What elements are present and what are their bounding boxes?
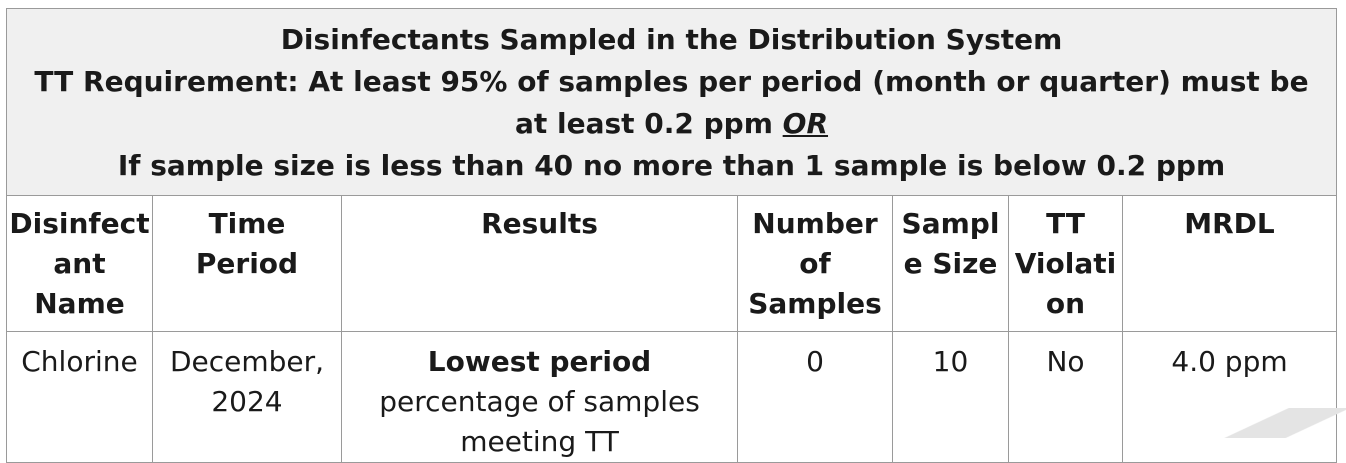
background-stripe: [1206, 408, 1346, 438]
header-mrdl: MRDL: [1123, 196, 1337, 332]
cell-time-period: December, 2024: [153, 332, 342, 463]
header-text: Number: [738, 204, 892, 244]
header-text: of: [738, 244, 892, 284]
header-time-period: Time Period: [153, 196, 342, 332]
results-emphasis: Lowest period: [428, 345, 651, 378]
header-number-of-samples: Number of Samples: [738, 196, 893, 332]
header-text: ant: [7, 244, 152, 284]
cell-text: December,: [153, 342, 341, 382]
header-text: Samples: [738, 284, 892, 324]
cell-results: Lowest period percentage of samples meet…: [342, 332, 738, 463]
table-row: Chlorine December, 2024 Lowest period pe…: [7, 332, 1337, 463]
tt-requirement: TT Requirement: At least 95% of samples …: [15, 61, 1328, 145]
table-title: Disinfectants Sampled in the Distributio…: [15, 19, 1328, 61]
header-results: Results: [342, 196, 738, 332]
banner-row: Disinfectants Sampled in the Distributio…: [7, 9, 1337, 196]
cell-disinfectant-name: Chlorine: [7, 332, 153, 463]
or-text: OR: [783, 107, 828, 140]
cell-sample-size: 10: [893, 332, 1009, 463]
header-text: Violati: [1009, 244, 1122, 284]
sample-size-rule: If sample size is less than 40 no more t…: [15, 145, 1328, 187]
table-banner: Disinfectants Sampled in the Distributio…: [7, 9, 1337, 196]
header-text: Results: [342, 204, 737, 244]
header-text: e Size: [893, 244, 1008, 284]
header-text: Disinfect: [7, 204, 152, 244]
header-text: Period: [153, 244, 341, 284]
header-text: TT: [1009, 204, 1122, 244]
cell-number-of-samples: 0: [738, 332, 893, 463]
cell-text: 2024: [153, 382, 341, 422]
tt-requirement-text: TT Requirement: At least 95% of samples …: [34, 65, 1308, 140]
header-text: on: [1009, 284, 1122, 324]
header-text: Name: [7, 284, 152, 324]
header-text: Sampl: [893, 204, 1008, 244]
header-row: Disinfect ant Name Time Period Results N…: [7, 196, 1337, 332]
disinfectant-table-container: Disinfectants Sampled in the Distributio…: [6, 8, 1336, 463]
header-disinfectant-name: Disinfect ant Name: [7, 196, 153, 332]
disinfectant-table: Disinfectants Sampled in the Distributio…: [6, 8, 1337, 463]
header-sample-size: Sampl e Size: [893, 196, 1009, 332]
results-text: percentage of samples meeting TT: [379, 385, 700, 458]
header-tt-violation: TT Violati on: [1009, 196, 1123, 332]
cell-mrdl: 4.0 ppm: [1123, 332, 1337, 463]
header-text: Time: [153, 204, 341, 244]
cell-tt-violation: No: [1009, 332, 1123, 463]
header-text: MRDL: [1123, 204, 1336, 244]
